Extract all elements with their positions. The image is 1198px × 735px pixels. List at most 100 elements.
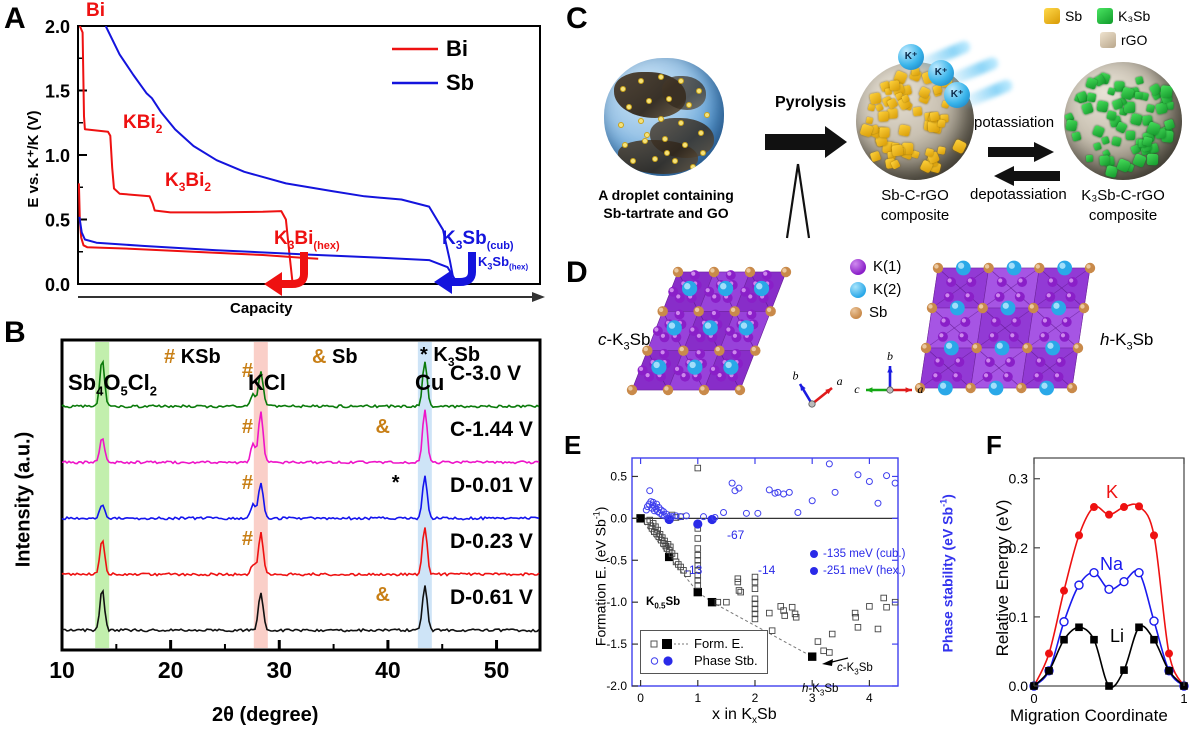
- blue-dot-cub: [810, 550, 818, 559]
- k1-atom: [1011, 317, 1022, 327]
- k1-atom: [954, 357, 965, 367]
- k1-atom: [674, 309, 685, 320]
- panel-b-chart: 10 20 30 40 50: [49, 338, 542, 683]
- legend-label-sb: Sb: [446, 70, 475, 95]
- sb-nanoparticle: [912, 106, 922, 117]
- k1-atom-icon: [850, 258, 866, 275]
- svg-text:0.5: 0.5: [45, 211, 70, 231]
- blue-dot-hex: [810, 567, 818, 575]
- svg-text:a: a: [917, 382, 923, 396]
- svg-text:2: 2: [752, 691, 759, 705]
- k3sb-nanoparticle: [1135, 76, 1144, 85]
- annot-k3sb-cub: K3Sb(cub): [442, 228, 514, 252]
- blue-annot-14: -14: [758, 563, 776, 577]
- k1-atom: [659, 332, 670, 343]
- sb-nanoparticle: [878, 127, 890, 139]
- k1-atom: [1002, 371, 1013, 382]
- svg-text:30: 30: [266, 657, 292, 683]
- sb-atom: [678, 345, 689, 356]
- k2-atom: [949, 300, 965, 316]
- k1-atom: [988, 331, 999, 342]
- svg-text:b: b: [792, 368, 798, 382]
- k1-atom: [731, 348, 742, 359]
- k2-atom: [1039, 380, 1055, 396]
- depotassiation-label: depotassiation: [970, 186, 1067, 203]
- k3sb-nanoparticle: [1065, 119, 1078, 132]
- h-k3sb-cell: [919, 267, 1091, 389]
- sb-nanoparticle: [936, 119, 946, 129]
- svg-text:0: 0: [1030, 691, 1037, 706]
- k3sb-nanoparticle: [1159, 85, 1173, 99]
- svg-text:-0.5: -0.5: [606, 553, 627, 567]
- k3sb-nanoparticle: [1071, 131, 1082, 142]
- sb-atom: [626, 384, 638, 396]
- k1-atom: [940, 317, 951, 327]
- sb-nanoparticle: [869, 92, 882, 105]
- k2-atom-icon: [850, 281, 866, 298]
- caption-droplet-l2: Sb-tartrate and GO: [603, 205, 729, 222]
- k1-atom: [931, 371, 942, 382]
- k1-atom: [704, 286, 715, 297]
- sb-nanoparticle: [869, 150, 882, 162]
- k3sb-nanoparticle: [1085, 77, 1098, 91]
- k1-atom: [1005, 357, 1016, 367]
- xrd-series-label: D-0.01 V: [450, 474, 533, 498]
- caption-k3sbcrgo-l1: K₃Sb-C-rGO: [1081, 187, 1165, 204]
- sb-atom-icon: [850, 306, 862, 319]
- xrd-series-label: D-0.23 V: [450, 530, 533, 554]
- phase-key-ksb: # KSb: [164, 346, 221, 369]
- band-label-sbocl: Sb4O5Cl2: [68, 370, 157, 399]
- xrd-phase-mark: &: [375, 584, 390, 607]
- caption-k3sbcrgo: K₃Sb-C-rGO composite: [1054, 186, 1192, 225]
- k-ion-1: K⁺: [898, 44, 924, 70]
- xrd-phase-mark: *: [391, 472, 400, 495]
- sb-atom: [657, 306, 668, 317]
- k1-atom: [994, 291, 1005, 302]
- xrd-phase-mark: #: [241, 416, 253, 439]
- sb-atom: [714, 345, 725, 356]
- svg-text:1.5: 1.5: [45, 82, 70, 102]
- sb-atom: [971, 342, 982, 354]
- k1-atom: [673, 365, 684, 376]
- k1-atom: [1061, 317, 1072, 327]
- k1-atom: [1059, 331, 1070, 342]
- k1-atom: [710, 309, 721, 320]
- annot-bi: Bi: [86, 0, 105, 21]
- sb-atom: [1028, 302, 1039, 314]
- k2-atom: [955, 260, 971, 276]
- rgo-cube-icon: [1100, 32, 1116, 48]
- pyrolysis-label: Pyrolysis: [775, 94, 847, 111]
- k1-atom: [966, 277, 977, 287]
- sb-atom: [750, 345, 761, 356]
- sb-nanoparticle: [898, 124, 911, 137]
- potassiation-arrow: [988, 142, 1054, 162]
- k1-atom: [946, 277, 957, 287]
- sb-cube-icon: [1044, 8, 1060, 24]
- k1-atom: [1041, 317, 1052, 327]
- k-ion-3: K⁺: [944, 82, 970, 108]
- sb-atom: [672, 266, 684, 278]
- blue-note-hex: -251 meV (hex.): [823, 564, 906, 577]
- k3sb-nanoparticle: [1086, 154, 1094, 162]
- sb-atom: [965, 382, 976, 394]
- svg-text:-1.5: -1.5: [606, 637, 627, 651]
- k1-atom: [644, 371, 655, 382]
- caption-k3sbcrgo-l2: composite: [1088, 206, 1158, 224]
- svg-text:0.0: 0.0: [610, 511, 627, 525]
- blue-annot-13: -13: [685, 563, 703, 577]
- k1-atom: [746, 309, 757, 320]
- legend-label-form-e: Form. E.: [694, 636, 744, 651]
- caption-sbcrgo: Sb-C-rGO composite: [848, 186, 982, 225]
- k2-atom: [723, 359, 739, 375]
- hull-label-h-k3sb: h-K3Sb: [802, 683, 839, 698]
- k2-atom: [687, 359, 703, 375]
- k2-atom: [651, 359, 667, 375]
- sb-nanoparticle: [951, 138, 968, 154]
- k2-atom: [937, 380, 953, 396]
- series-label-na: Na: [1100, 554, 1124, 574]
- k1-atom: [695, 332, 706, 343]
- svg-text:-2.0: -2.0: [606, 679, 627, 693]
- sb-nanoparticle: [877, 111, 889, 122]
- annot-k3bi2: K3Bi2: [165, 170, 212, 194]
- sb-atom: [734, 384, 746, 396]
